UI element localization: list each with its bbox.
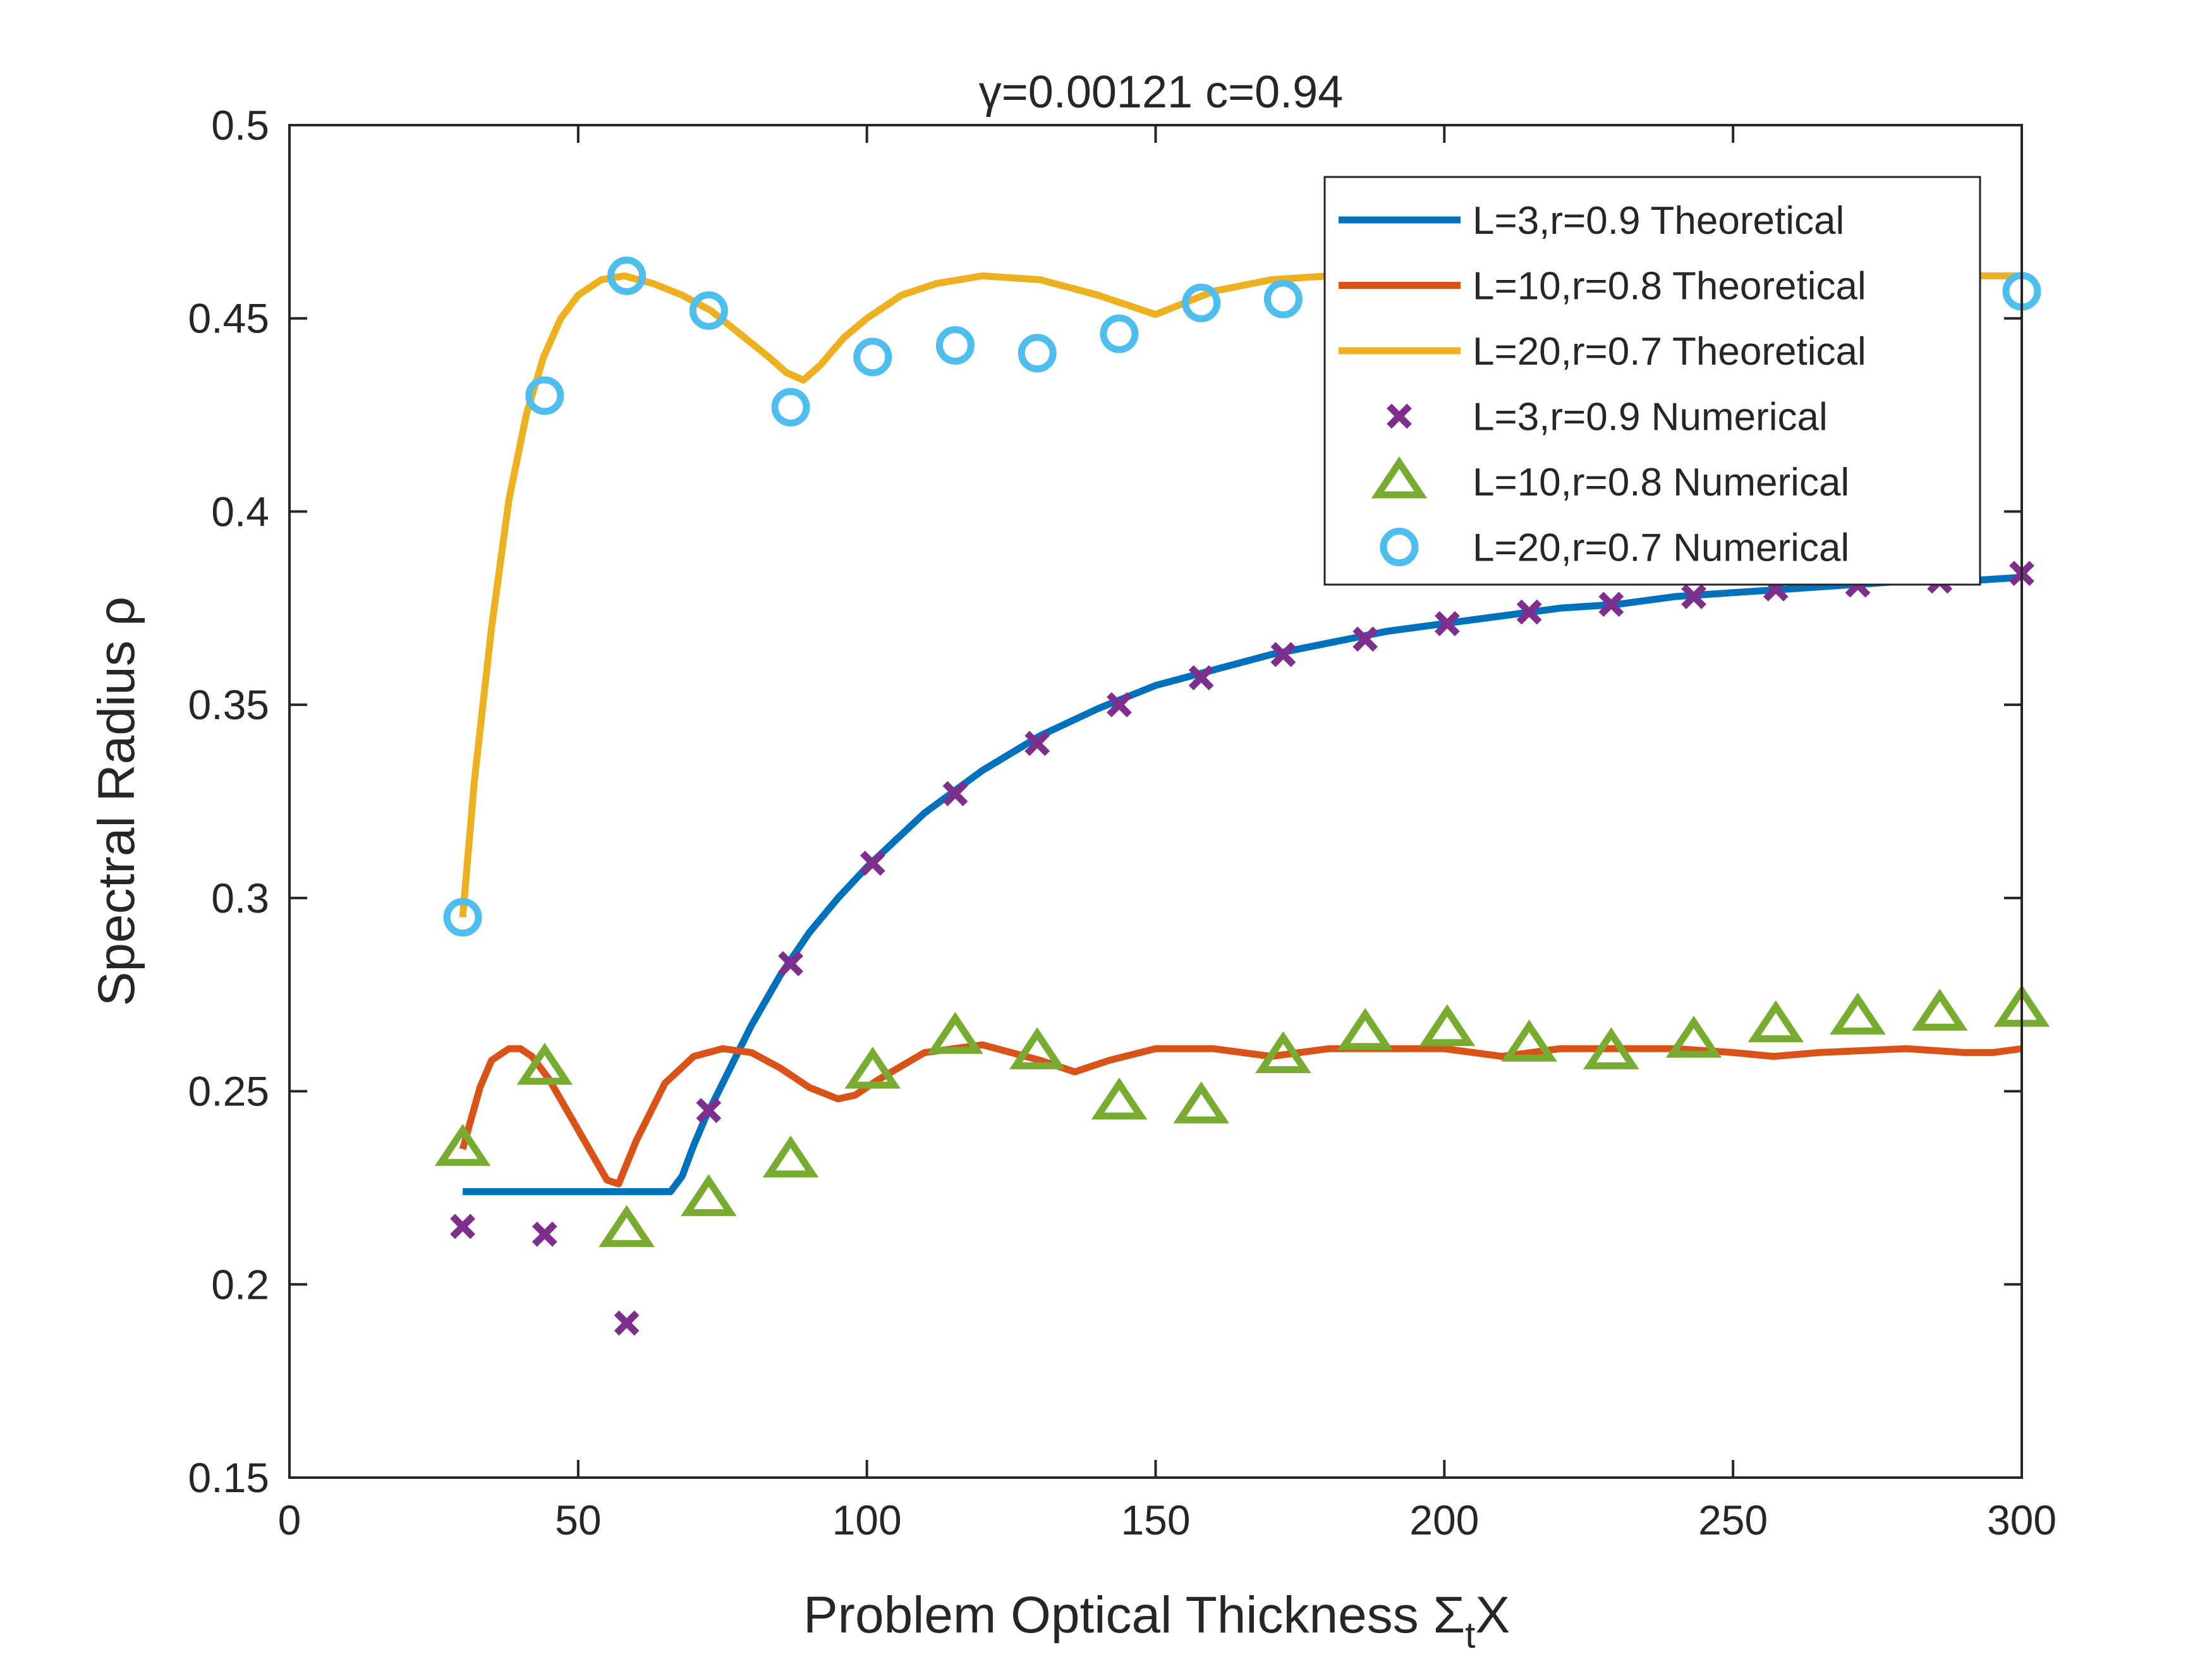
legend-label: L=3,r=0.9 Numerical [1473, 396, 1828, 439]
x-tick-label: 100 [832, 1497, 902, 1543]
legend-label: L=10,r=0.8 Numerical [1473, 461, 1849, 504]
x-axis-ticks: 0 50 100 150 200 250 300 [278, 125, 2057, 1543]
series-markers-4 [434, 985, 2050, 1248]
data-point [1173, 1081, 1229, 1124]
legend-label: L=10,r=0.8 Theoretical [1473, 265, 1866, 308]
legend-items: L=3,r=0.9 Theoretical L=10,r=0.8 Theoreti… [1339, 199, 1866, 570]
data-point [614, 1310, 640, 1336]
legend-swatch-marker [1371, 456, 1428, 499]
data-point [607, 256, 647, 295]
data-point [1598, 592, 1624, 617]
y-axis-title: Spectral Radius ρ [88, 597, 145, 1006]
x-tick-label: 150 [1121, 1497, 1190, 1543]
data-point [844, 1047, 901, 1089]
data-point [1681, 584, 1706, 609]
y-tick-label: 0.2 [211, 1261, 269, 1308]
y-tick-label: 0.5 [211, 102, 269, 149]
data-point [860, 850, 885, 876]
legend-swatch-marker [1380, 528, 1419, 566]
legend-item: L=20,r=0.7 Theoretical [1339, 330, 1866, 374]
x-axis-title-suffix: X [1475, 1586, 1510, 1644]
y-tick-label: 0.25 [188, 1068, 269, 1115]
data-point [1009, 1027, 1066, 1069]
data-point [1182, 283, 1221, 322]
data-point [1516, 599, 1542, 625]
data-point [935, 326, 975, 365]
data-point [1024, 731, 1050, 757]
x-tick-label: 250 [1698, 1497, 1768, 1543]
data-point [1270, 641, 1296, 667]
legend-item: L=20,r=0.7 Numerical [1380, 526, 1849, 570]
legend-item: L=3,r=0.9 Numerical [1387, 396, 1828, 439]
data-point [1501, 1019, 1557, 1062]
data-point [1419, 1004, 1476, 1047]
x-axis-title-subscript: t [1465, 1615, 1475, 1656]
data-point [1747, 1000, 1804, 1043]
y-tick-label: 0.4 [211, 488, 269, 535]
chart-title: γ=0.00121 c=0.94 [979, 67, 1344, 118]
y-tick-label: 0.45 [188, 295, 269, 342]
data-point [778, 951, 803, 976]
y-tick-label: 0.35 [188, 681, 269, 728]
y-axis-ticks: 0.15 0.2 0.25 0.3 0.35 0.4 0.45 0.5 [188, 102, 2022, 1501]
data-point [443, 897, 482, 937]
x-axis-title: Problem Optical Thickness ΣtX [803, 1586, 1510, 1656]
legend-label: L=3,r=0.9 Theoretical [1473, 199, 1844, 243]
data-point [1352, 626, 1378, 652]
data-point [1100, 314, 1139, 353]
x-axis-title-main: Problem Optical Thickness Σ [803, 1586, 1465, 1644]
data-point [1263, 279, 1303, 319]
data-point [681, 1174, 737, 1217]
data-point [1830, 992, 1886, 1035]
data-point [1665, 1016, 1722, 1058]
data-point [516, 1042, 573, 1085]
legend-item: L=3,r=0.9 Theoretical [1339, 199, 1844, 243]
x-tick-label: 300 [1987, 1497, 2057, 1543]
data-point [853, 337, 892, 377]
data-point [927, 1012, 983, 1054]
y-tick-label: 0.15 [188, 1454, 269, 1501]
data-point [1255, 1031, 1311, 1074]
data-point [689, 291, 728, 330]
data-point [942, 781, 968, 806]
data-point [1018, 334, 1057, 373]
series-markers [434, 256, 2050, 1336]
legend-item: L=10,r=0.8 Theoretical [1339, 265, 1866, 308]
y-tick-label: 0.3 [211, 875, 269, 921]
data-point [1583, 1027, 1639, 1069]
data-point [1091, 1077, 1148, 1120]
data-point [696, 1098, 722, 1124]
data-point [434, 1124, 491, 1166]
data-point [762, 1135, 819, 1178]
data-point [1435, 611, 1460, 636]
legend: L=3,r=0.9 Theoretical L=10,r=0.8 Theoreti… [1323, 176, 1981, 586]
data-point [1911, 988, 1968, 1031]
data-point [525, 376, 564, 415]
legend-label: L=20,r=0.7 Numerical [1473, 526, 1849, 570]
data-point [771, 387, 810, 427]
data-point [1188, 665, 1214, 691]
x-tick-label: 200 [1409, 1497, 1479, 1543]
data-point [532, 1221, 557, 1247]
data-point [599, 1205, 655, 1248]
series-line-0 [463, 573, 2022, 1195]
legend-box [1323, 176, 1981, 586]
legend-label: L=20,r=0.7 Theoretical [1473, 330, 1866, 374]
x-tick-label: 50 [555, 1497, 601, 1543]
x-tick-label: 0 [278, 1497, 301, 1543]
data-point [1337, 1007, 1394, 1050]
legend-swatch-marker [1387, 403, 1412, 429]
data-point [1107, 692, 1132, 718]
legend-item: L=10,r=0.8 Numerical [1371, 456, 1849, 504]
data-point [450, 1213, 475, 1239]
